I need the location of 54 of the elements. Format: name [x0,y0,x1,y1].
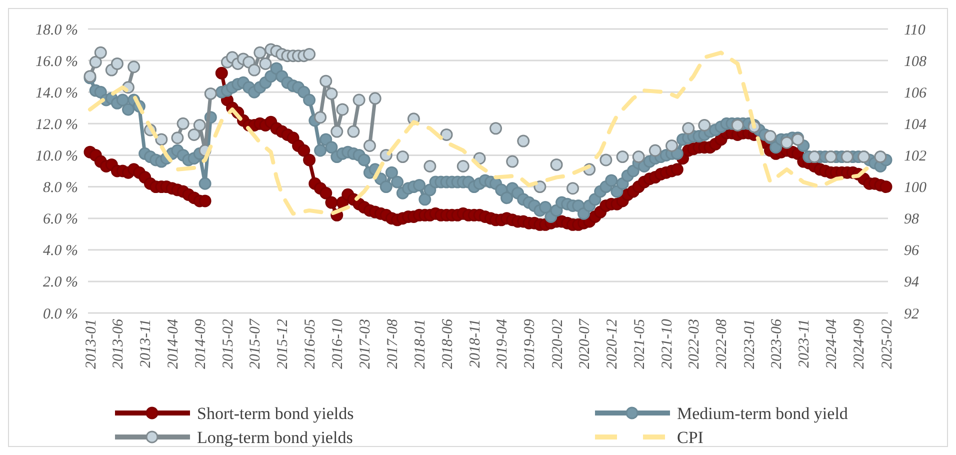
x-tick-label: 2013-06 [110,318,126,369]
x-tick-label: 2015-02 [220,318,236,369]
x-tick-label: 2022-08 [714,318,730,369]
y-tick-label: 18.0 % [36,22,78,38]
x-tick-label: 2014-09 [192,318,209,369]
x-tick-label: 2013-01 [83,319,100,369]
x-tick-label: 2021-05 [632,318,648,369]
x-tick-label: 2014-04 [165,318,182,369]
y-tick-label: 8.0 % [43,180,78,196]
x-tick-label: 2020-12 [604,318,621,369]
x-tick-label: 2018-01 [412,319,429,369]
x-tick-label: 2015-07 [248,318,264,369]
x-tick-label: 2017-08 [384,318,401,369]
y2-tick-label: 106 [904,85,927,102]
x-tick-label: 2025-02 [879,318,896,369]
x-tick-label: 2019-04 [494,318,511,369]
x-tick-label: 2020-02 [550,318,566,369]
y2-tick-label: 104 [904,116,927,133]
legend-label: Short-term bond yields [197,404,354,423]
x-tick-label: 2021-10 [659,318,676,369]
x-tick-label: 2015-12 [275,318,292,369]
legend-label: CPI [677,428,704,447]
y2-tick-label: 94 [904,274,920,291]
y-tick-label: 6.0 % [43,212,78,228]
y2-tick-label: 110 [904,22,926,38]
legend-label: Medium-term bond yield [677,404,848,423]
y2-tick-label: 98 [904,212,920,228]
y-tick-label: 0.0 % [43,306,78,322]
y-tick-label: 14.0 % [36,85,78,102]
x-tick-label: 2024-09 [852,318,868,369]
x-tick-label: 2016-10 [330,318,346,369]
y2-tick-label: 108 [904,54,927,70]
x-tick-label: 2023-01 [742,319,758,369]
y2-tick-label: 96 [904,243,920,260]
x-tick-label: 2016-05 [302,318,319,369]
x-tick-label: 2019-09 [522,318,538,369]
y2-tick-label: 102 [904,148,927,164]
x-tick-label: 2020-07 [577,318,594,369]
x-tick-label: 2018-06 [440,318,456,369]
y-tick-label: 2.0 % [43,274,78,291]
y-tick-label: 4.0 % [43,243,78,260]
y-tick-label: 16.0 % [36,54,78,70]
x-tick-label: 2017-03 [357,319,374,369]
x-tick-label: 2018-11 [467,319,484,368]
y2-tick-label: 92 [904,306,920,322]
x-tick-label: 2023-11 [796,319,813,368]
legend-label: Long-term bond yields [197,428,353,447]
y-tick-label: 12.0 % [36,116,78,133]
y2-tick-label: 100 [904,180,927,196]
x-tick-label: 2022-03 [686,319,703,369]
y-tick-label: 10.0 % [36,148,78,164]
x-tick-label: 2013-11 [138,319,154,368]
x-tick-label: 2023-06 [769,318,786,369]
x-tick-label: 2024-04 [824,318,840,369]
